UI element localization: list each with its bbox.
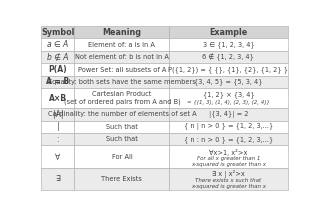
Text: Element of: a is in A: Element of: a is in A — [88, 42, 155, 48]
Bar — [169, 168, 287, 190]
Bar — [75, 51, 169, 63]
Bar — [41, 168, 75, 190]
Text: 6 ∉ {1, 2, 3, 4}: 6 ∉ {1, 2, 3, 4} — [203, 53, 254, 61]
Bar — [75, 108, 169, 120]
Bar — [75, 76, 169, 88]
Bar — [41, 76, 75, 88]
Text: There exists x such that
x-squared is greater than x: There exists x such that x-squared is gr… — [191, 178, 266, 189]
Text: {1, 2} × {3, 4}: {1, 2} × {3, 4} — [203, 91, 254, 98]
Bar — [169, 26, 287, 39]
Text: b ∉ A: b ∉ A — [47, 53, 68, 62]
Text: { n | n > 0 } = {1, 2, 3,...}: { n | n > 0 } = {1, 2, 3,...} — [184, 123, 273, 130]
Bar — [169, 88, 287, 108]
Text: {3, 4, 5} = {5, 3, 4}: {3, 4, 5} = {5, 3, 4} — [194, 79, 263, 85]
Bar — [75, 39, 169, 51]
Text: Symbol: Symbol — [41, 28, 75, 37]
Text: |A|: |A| — [52, 110, 63, 119]
Bar — [169, 63, 287, 76]
Bar — [75, 120, 169, 133]
Text: There Exists: There Exists — [101, 176, 142, 182]
Bar — [41, 51, 75, 63]
Bar — [41, 63, 75, 76]
Text: Cartesian Product
(set of ordered pairs from A and B): Cartesian Product (set of ordered pairs … — [63, 91, 180, 105]
Text: For All: For All — [111, 154, 132, 160]
Text: Example: Example — [209, 28, 248, 37]
Text: 3 ∈ {1, 2, 3, 4}: 3 ∈ {1, 2, 3, 4} — [203, 41, 254, 48]
Text: P({1, 2}) = { {}, {1}, {2}, {1, 2} }: P({1, 2}) = { {}, {1}, {2}, {1, 2} } — [168, 66, 288, 73]
Bar — [41, 120, 75, 133]
Text: A×B: A×B — [49, 94, 67, 103]
Text: ∃ x | x²>x: ∃ x | x²>x — [212, 171, 245, 178]
Bar — [41, 26, 75, 39]
Bar — [41, 39, 75, 51]
Text: Such that: Such that — [106, 124, 138, 130]
Text: For all x greater than 1
x-squared is greater than x: For all x greater than 1 x-squared is gr… — [191, 156, 266, 167]
Text: { n : n > 0 } = {1, 2, 3,...}: { n : n > 0 } = {1, 2, 3,...} — [184, 136, 273, 143]
Bar — [41, 145, 75, 168]
Bar — [169, 39, 287, 51]
Bar — [75, 168, 169, 190]
Bar — [75, 145, 169, 168]
Bar — [169, 133, 287, 145]
Bar — [169, 108, 287, 120]
Bar — [75, 26, 169, 39]
Text: Cardinality: the number of elements of set A: Cardinality: the number of elements of s… — [48, 111, 196, 117]
Bar — [169, 145, 287, 168]
Text: ∀x>1, x²>x: ∀x>1, x²>x — [209, 149, 248, 156]
Text: |: | — [57, 122, 59, 131]
Bar — [169, 51, 287, 63]
Text: ∀: ∀ — [55, 152, 60, 161]
Text: :: : — [57, 135, 59, 144]
Bar — [41, 88, 75, 108]
Bar — [169, 120, 287, 133]
Bar — [75, 63, 169, 76]
Bar — [169, 76, 287, 88]
Text: Power Set: all subsets of A: Power Set: all subsets of A — [78, 67, 166, 73]
Text: ∃: ∃ — [55, 174, 60, 183]
Bar — [75, 133, 169, 145]
Text: Equality: both sets have the same members: Equality: both sets have the same member… — [48, 79, 196, 85]
Text: P(A): P(A) — [49, 65, 67, 74]
Text: A = B: A = B — [46, 77, 69, 86]
Text: Such that: Such that — [106, 136, 138, 142]
Text: a ∈ A: a ∈ A — [47, 40, 68, 49]
Text: |{3, 4}| = 2: |{3, 4}| = 2 — [209, 111, 248, 118]
Text: Not element of: b is not in A: Not element of: b is not in A — [75, 54, 169, 60]
Bar — [75, 88, 169, 108]
Text: = {(1, 3), (1, 4), (2, 3), (2, 4)}: = {(1, 3), (1, 4), (2, 3), (2, 4)} — [187, 100, 270, 105]
Bar — [41, 108, 75, 120]
Bar — [41, 133, 75, 145]
Text: Meaning: Meaning — [102, 28, 141, 37]
